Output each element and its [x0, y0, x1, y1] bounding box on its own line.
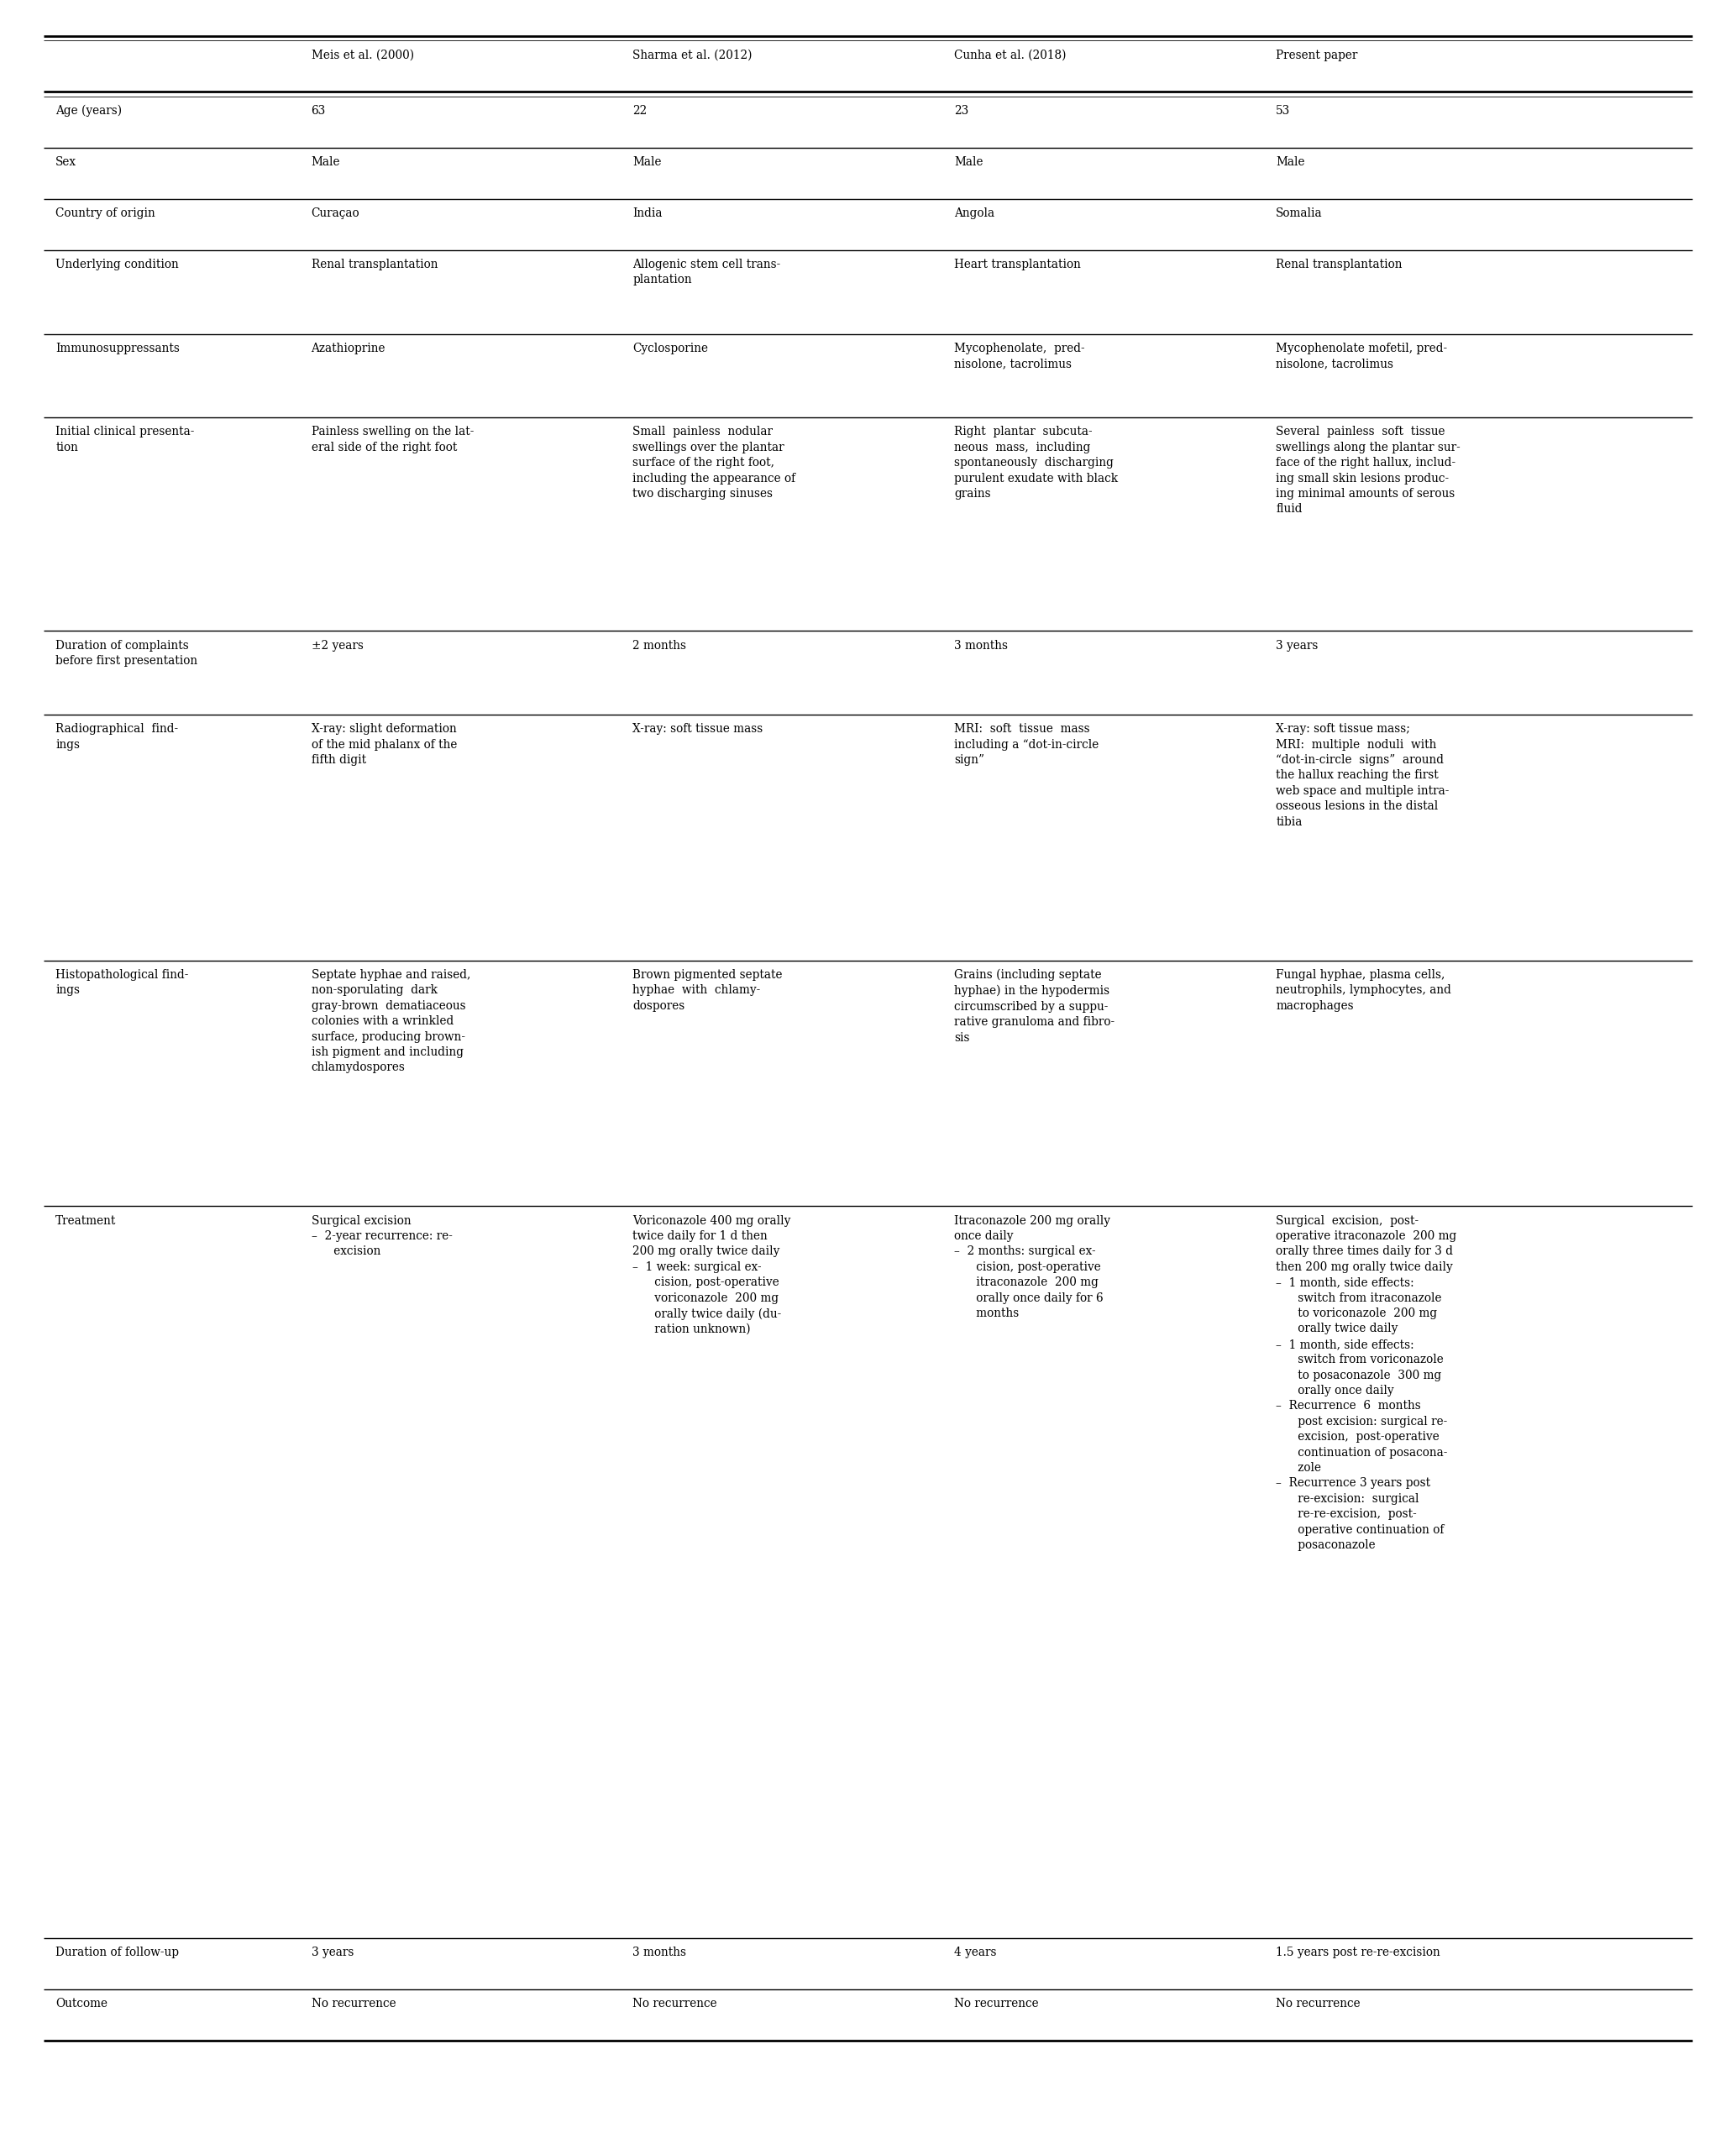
Text: Painless swelling on the lat-
eral side of the right foot: Painless swelling on the lat- eral side …	[311, 425, 474, 453]
Text: Septate hyphae and raised,
non-sporulating  dark
gray-brown  dematiaceous
coloni: Septate hyphae and raised, non-sporulati…	[311, 969, 470, 1073]
Text: Somalia: Somalia	[1276, 207, 1323, 220]
Text: Male: Male	[1276, 156, 1305, 167]
Text: Male: Male	[634, 156, 661, 167]
Text: Meis et al. (2000): Meis et al. (2000)	[311, 49, 413, 60]
Text: 23: 23	[955, 105, 969, 115]
Text: India: India	[634, 207, 663, 220]
Text: Duration of complaints
before first presentation: Duration of complaints before first pres…	[56, 639, 198, 667]
Text: Age (years): Age (years)	[56, 105, 122, 118]
Text: 53: 53	[1276, 105, 1290, 115]
Text: Cunha et al. (2018): Cunha et al. (2018)	[955, 49, 1066, 60]
Text: Underlying condition: Underlying condition	[56, 259, 179, 272]
Text: Azathioprine: Azathioprine	[311, 342, 385, 355]
Text: Grains (including septate
hyphae) in the hypodermis
circumscribed by a suppu-
ra: Grains (including septate hyphae) in the…	[955, 969, 1115, 1043]
Text: Renal transplantation: Renal transplantation	[1276, 259, 1403, 272]
Text: Sex: Sex	[56, 156, 76, 167]
Text: ±2 years: ±2 years	[311, 639, 363, 652]
Text: Right  plantar  subcuta-
neous  mass,  including
spontaneously  discharging
puru: Right plantar subcuta- neous mass, inclu…	[955, 425, 1118, 500]
Text: Outcome: Outcome	[56, 1999, 108, 2010]
Text: Voriconazole 400 mg orally
twice daily for 1 d then
200 mg orally twice daily
– : Voriconazole 400 mg orally twice daily f…	[634, 1214, 792, 1336]
Text: 3 years: 3 years	[1276, 639, 1318, 652]
Text: X-ray: soft tissue mass: X-ray: soft tissue mass	[634, 723, 764, 735]
Text: Angola: Angola	[955, 207, 995, 220]
Text: X-ray: soft tissue mass;
MRI:  multiple  noduli  with
“dot-in-circle  signs”  ar: X-ray: soft tissue mass; MRI: multiple n…	[1276, 723, 1450, 827]
Text: Initial clinical presenta-
tion: Initial clinical presenta- tion	[56, 425, 194, 453]
Text: 1.5 years post re-re-excision: 1.5 years post re-re-excision	[1276, 1948, 1441, 1958]
Text: Radiographical  find-
ings: Radiographical find- ings	[56, 723, 179, 750]
Text: 63: 63	[311, 105, 326, 115]
Text: Treatment: Treatment	[56, 1214, 116, 1227]
Text: 22: 22	[634, 105, 648, 115]
Text: Renal transplantation: Renal transplantation	[311, 259, 437, 272]
Text: 3 months: 3 months	[955, 639, 1009, 652]
Text: Male: Male	[955, 156, 983, 167]
Text: Mycophenolate mofetil, pred-
nisolone, tacrolimus: Mycophenolate mofetil, pred- nisolone, t…	[1276, 342, 1448, 370]
Text: 3 months: 3 months	[634, 1948, 686, 1958]
Text: Surgical excision
–  2-year recurrence: re-
      excision: Surgical excision – 2-year recurrence: r…	[311, 1214, 451, 1257]
Text: Mycophenolate,  pred-
nisolone, tacrolimus: Mycophenolate, pred- nisolone, tacrolimu…	[955, 342, 1085, 370]
Text: No recurrence: No recurrence	[311, 1999, 396, 2010]
Text: No recurrence: No recurrence	[955, 1999, 1038, 2010]
Text: 2 months: 2 months	[634, 639, 686, 652]
Text: Duration of follow-up: Duration of follow-up	[56, 1948, 179, 1958]
Text: MRI:  soft  tissue  mass
including a “dot-in-circle
sign”: MRI: soft tissue mass including a “dot-i…	[955, 723, 1099, 765]
Text: 3 years: 3 years	[311, 1948, 354, 1958]
Text: No recurrence: No recurrence	[634, 1999, 717, 2010]
Text: Several  painless  soft  tissue
swellings along the plantar sur-
face of the rig: Several painless soft tissue swellings a…	[1276, 425, 1460, 515]
Text: Present paper: Present paper	[1276, 49, 1358, 60]
Text: Surgical  excision,  post-
operative itraconazole  200 mg
orally three times dai: Surgical excision, post- operative itrac…	[1276, 1214, 1457, 1550]
Text: Histopathological find-
ings: Histopathological find- ings	[56, 969, 189, 996]
Text: Curaçao: Curaçao	[311, 207, 359, 220]
Text: X-ray: slight deformation
of the mid phalanx of the
fifth digit: X-ray: slight deformation of the mid pha…	[311, 723, 457, 765]
Text: No recurrence: No recurrence	[1276, 1999, 1361, 2010]
Text: Immunosuppressants: Immunosuppressants	[56, 342, 181, 355]
Text: Male: Male	[311, 156, 340, 167]
Text: Heart transplantation: Heart transplantation	[955, 259, 1082, 272]
Text: Fungal hyphae, plasma cells,
neutrophils, lymphocytes, and
macrophages: Fungal hyphae, plasma cells, neutrophils…	[1276, 969, 1451, 1011]
Text: Sharma et al. (2012): Sharma et al. (2012)	[634, 49, 752, 60]
Text: Allogenic stem cell trans-
plantation: Allogenic stem cell trans- plantation	[634, 259, 781, 286]
Text: Cyclosporine: Cyclosporine	[634, 342, 708, 355]
Text: Brown pigmented septate
hyphae  with  chlamy-
dospores: Brown pigmented septate hyphae with chla…	[634, 969, 783, 1011]
Text: Country of origin: Country of origin	[56, 207, 155, 220]
Text: Small  painless  nodular
swellings over the plantar
surface of the right foot,
i: Small painless nodular swellings over th…	[634, 425, 795, 500]
Text: Itraconazole 200 mg orally
once daily
–  2 months: surgical ex-
      cision, po: Itraconazole 200 mg orally once daily – …	[955, 1214, 1111, 1319]
Text: 4 years: 4 years	[955, 1948, 996, 1958]
